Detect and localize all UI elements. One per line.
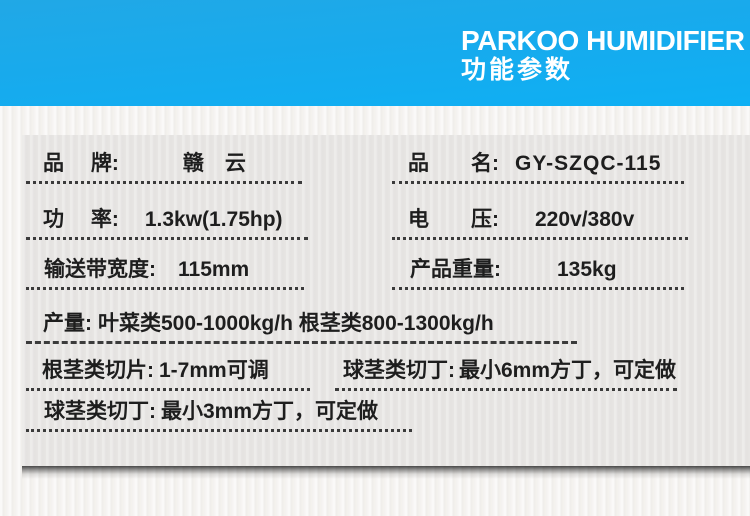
spec-label: 电 压: [408,208,499,231]
spec-label: 根茎类切片: [42,359,154,382]
spec-value: 赣 云 [182,152,246,175]
spec-value: 1-7mm可调 [159,359,269,382]
spec-value: 叶菜类500-1000kg/h 根茎类800-1300kg/h [98,312,494,335]
spec-card: 品 牌: 赣 云 品 名: GY-SZQC-115 功 率: 1.3kw(1.75hp… [22,135,750,466]
spec-label: 球茎类切丁: [44,400,156,423]
spec-label: 产品重量: [410,258,501,281]
brand-title: PARKOO HUMIDIFIER [461,25,745,56]
spec-row-weight: 产品重量: 135kg [392,257,684,290]
spec-label: 品 名: [408,152,499,175]
card-drop-shadow [22,466,750,479]
subtitle: 功能参数 [461,56,574,84]
spec-label: 产量: [43,312,92,335]
spec-value: GY-SZQC-115 [515,152,662,175]
spec-row-power: 功 率: 1.3kw(1.75hp) [26,207,308,240]
title-block: PARKOO HUMIDIFIER 功能参数 [461,25,745,84]
spec-row-belt-width: 输送带宽度: 115mm [26,257,304,290]
spec-label: 输送带宽度: [44,258,156,281]
spec-row-dicing-3mm: 球茎类切丁: 最小3mm方丁，可定做 [26,399,412,432]
spec-value: 135kg [557,258,617,281]
spec-value: 220v/380v [535,208,635,231]
spec-value: 1.3kw(1.75hp) [144,208,283,231]
spec-value: 最小6mm方丁，可定做 [459,359,677,382]
spec-row-voltage: 电 压: 220v/380v [392,207,688,240]
spec-row-slicing: 根茎类切片: 1-7mm可调 [26,358,310,391]
spec-label: 功 率: [43,208,119,231]
spec-value: 115mm [178,258,250,281]
spec-row-brand: 品 牌: 赣 云 [26,151,302,184]
spec-row-product-name: 品 名: GY-SZQC-115 [392,151,684,184]
spec-row-output: 产量: 叶菜类500-1000kg/h 根茎类800-1300kg/h [26,311,577,344]
header-banner: PARKOO HUMIDIFIER 功能参数 [0,0,750,106]
spec-row-dicing-6mm: 球茎类切丁: 最小6mm方丁，可定做 [335,358,677,391]
spec-label: 品 牌: [43,152,119,175]
spec-label: 球茎类切丁: [343,359,455,382]
spec-value: 最小3mm方丁，可定做 [161,400,379,423]
